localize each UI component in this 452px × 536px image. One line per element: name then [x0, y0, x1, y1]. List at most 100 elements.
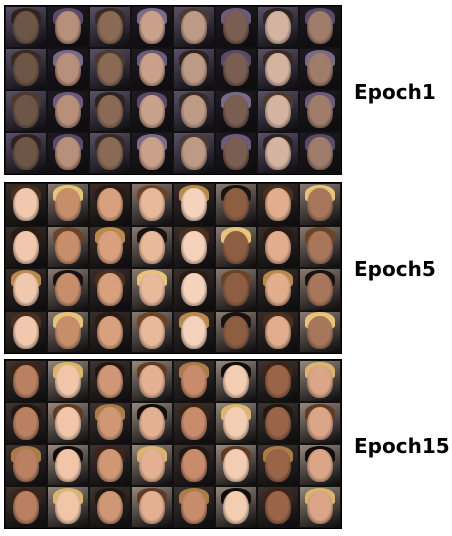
face-thumbnail — [90, 49, 130, 89]
face-thumbnail — [300, 7, 340, 47]
face-thumbnail — [258, 311, 298, 352]
face-thumbnail — [6, 487, 46, 527]
face-thumbnail — [174, 487, 214, 527]
face-thumbnail — [6, 133, 46, 173]
face-thumbnail — [48, 7, 88, 47]
face-thumbnail — [132, 403, 172, 443]
face-thumbnail — [48, 133, 88, 173]
face-thumbnail — [48, 184, 88, 225]
face-thumbnail — [48, 226, 88, 267]
face-thumbnail — [48, 91, 88, 131]
face-thumbnail — [174, 269, 214, 310]
face-thumbnail — [48, 403, 88, 443]
face-thumbnail — [90, 91, 130, 131]
face-thumbnail — [90, 7, 130, 47]
face-thumbnail — [216, 7, 256, 47]
face-thumbnail — [6, 311, 46, 352]
face-thumbnail — [300, 269, 340, 310]
face-thumbnail — [174, 7, 214, 47]
face-thumbnail — [90, 403, 130, 443]
face-thumbnail — [300, 49, 340, 89]
face-thumbnail — [90, 184, 130, 225]
epoch-label-15: Epoch15 — [354, 434, 450, 458]
face-thumbnail — [132, 269, 172, 310]
face-thumbnail — [258, 91, 298, 131]
face-thumbnail — [6, 269, 46, 310]
face-thumbnail — [216, 311, 256, 352]
face-thumbnail — [132, 49, 172, 89]
face-thumbnail — [90, 487, 130, 527]
face-thumbnail — [174, 226, 214, 267]
face-thumbnail — [6, 445, 46, 485]
face-thumbnail — [300, 311, 340, 352]
face-thumbnail — [48, 445, 88, 485]
face-thumbnail — [258, 361, 298, 401]
epoch-label-5: Epoch5 — [354, 257, 436, 281]
face-thumbnail — [174, 403, 214, 443]
face-thumbnail — [258, 184, 298, 225]
face-thumbnail — [6, 184, 46, 225]
face-thumbnail — [258, 133, 298, 173]
face-thumbnail — [132, 91, 172, 131]
face-thumbnail — [132, 487, 172, 527]
face-thumbnail — [6, 403, 46, 443]
face-thumbnail — [132, 184, 172, 225]
face-thumbnail — [300, 403, 340, 443]
face-thumbnail — [132, 445, 172, 485]
face-thumbnail — [174, 184, 214, 225]
face-thumbnail — [174, 133, 214, 173]
face-thumbnail — [216, 226, 256, 267]
epoch-panel-15 — [4, 359, 342, 529]
face-thumbnail — [258, 269, 298, 310]
face-thumbnail — [90, 133, 130, 173]
face-thumbnail — [48, 311, 88, 352]
face-thumbnail — [300, 487, 340, 527]
face-thumbnail — [216, 487, 256, 527]
face-thumbnail — [216, 361, 256, 401]
face-thumbnail — [216, 91, 256, 131]
face-grid-epoch15 — [5, 360, 341, 528]
epoch-label-1: Epoch1 — [354, 80, 436, 104]
face-thumbnail — [300, 91, 340, 131]
face-thumbnail — [258, 445, 298, 485]
face-thumbnail — [132, 361, 172, 401]
face-thumbnail — [300, 184, 340, 225]
face-thumbnail — [258, 49, 298, 89]
face-thumbnail — [90, 311, 130, 352]
face-thumbnail — [90, 226, 130, 267]
face-thumbnail — [6, 7, 46, 47]
face-thumbnail — [132, 226, 172, 267]
face-thumbnail — [216, 184, 256, 225]
face-thumbnail — [132, 311, 172, 352]
face-thumbnail — [258, 226, 298, 267]
face-thumbnail — [48, 269, 88, 310]
face-thumbnail — [6, 49, 46, 89]
face-thumbnail — [216, 133, 256, 173]
face-thumbnail — [258, 487, 298, 527]
face-thumbnail — [132, 7, 172, 47]
face-thumbnail — [6, 226, 46, 267]
epoch-panel-5 — [4, 182, 342, 354]
face-thumbnail — [90, 445, 130, 485]
face-thumbnail — [174, 311, 214, 352]
face-thumbnail — [174, 445, 214, 485]
face-thumbnail — [258, 7, 298, 47]
face-grid-epoch5 — [5, 183, 341, 353]
face-thumbnail — [90, 269, 130, 310]
face-thumbnail — [132, 133, 172, 173]
epoch-panel-1 — [4, 5, 342, 175]
face-thumbnail — [48, 487, 88, 527]
face-thumbnail — [300, 226, 340, 267]
face-thumbnail — [90, 361, 130, 401]
face-thumbnail — [6, 91, 46, 131]
face-thumbnail — [216, 269, 256, 310]
face-thumbnail — [258, 403, 298, 443]
face-grid-epoch1 — [5, 6, 341, 174]
face-thumbnail — [174, 91, 214, 131]
face-thumbnail — [216, 403, 256, 443]
face-thumbnail — [6, 361, 46, 401]
face-thumbnail — [48, 49, 88, 89]
face-thumbnail — [300, 361, 340, 401]
face-thumbnail — [216, 445, 256, 485]
face-thumbnail — [174, 361, 214, 401]
